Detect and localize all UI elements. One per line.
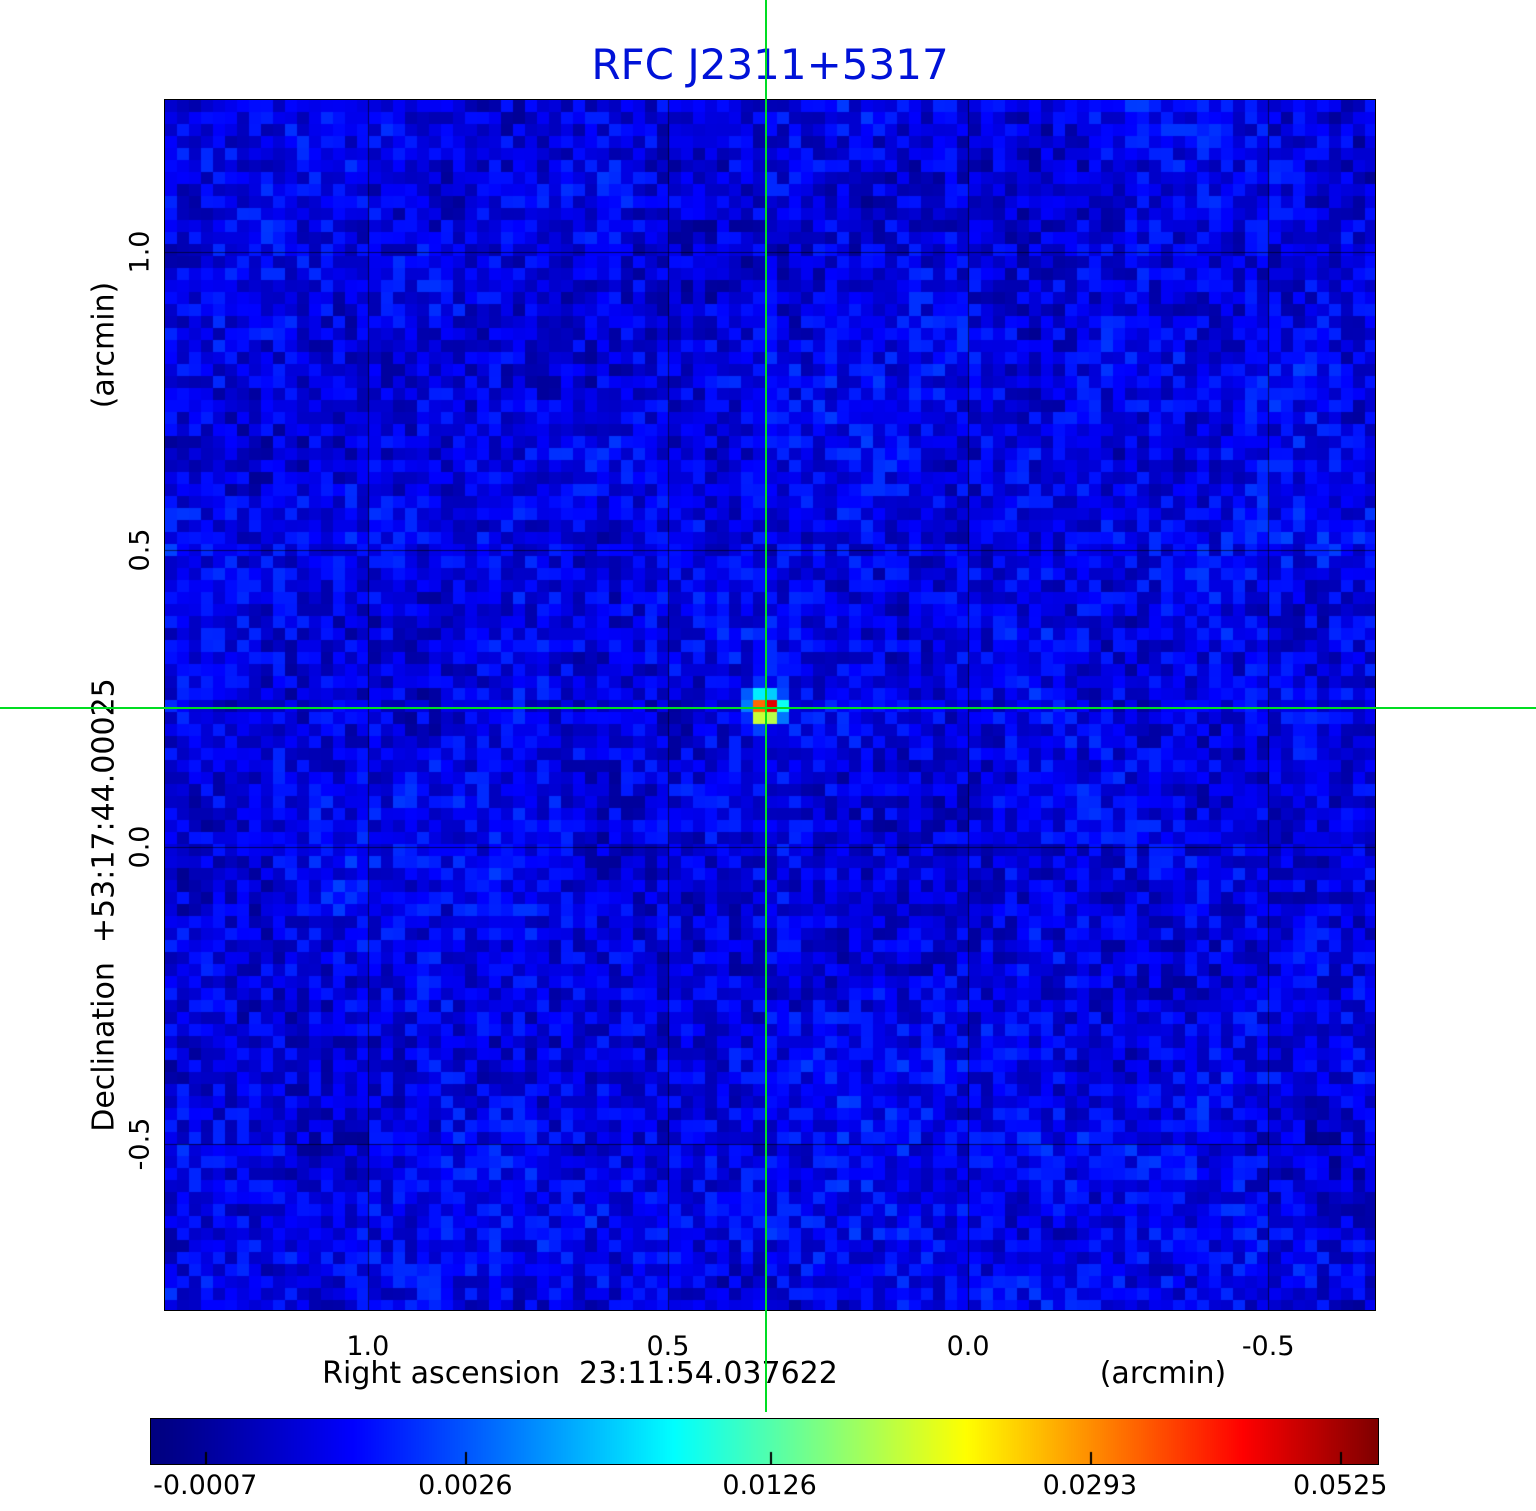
sky-image-canvas	[165, 100, 1375, 1310]
colorbar-tick-label: 0.0293	[1042, 1470, 1138, 1501]
x-tick-label: -0.5	[1241, 1331, 1295, 1362]
y-tick-label: -0.5	[124, 1117, 156, 1171]
y-tick-label: 1.0	[124, 230, 156, 274]
x-tick-label: 0.0	[946, 1331, 990, 1362]
x-axis-unit-label: (arcmin)	[1099, 1356, 1227, 1391]
y-tick-label: 0.0	[124, 825, 156, 869]
colorbar-tick-label: 0.0525	[1292, 1470, 1388, 1501]
x-tick-label: 0.5	[646, 1331, 690, 1362]
colorbar-tick-label: -0.0007	[153, 1470, 258, 1501]
x-tick-label: 1.0	[346, 1331, 390, 1362]
y-axis-label: Declination +53:17:44.00025	[86, 678, 122, 1132]
colorbar-tick-label: 0.0026	[418, 1470, 513, 1501]
colorbar-tick-label: 0.0126	[722, 1470, 817, 1501]
y-tick-label: 0.5	[124, 528, 156, 571]
x-axis-label: Right ascension 23:11:54.037622	[322, 1356, 838, 1391]
plot-title: RFC J2311+5317	[591, 40, 949, 89]
colorbar	[150, 1418, 1379, 1465]
y-axis-unit-label: (arcmin)	[86, 281, 122, 409]
